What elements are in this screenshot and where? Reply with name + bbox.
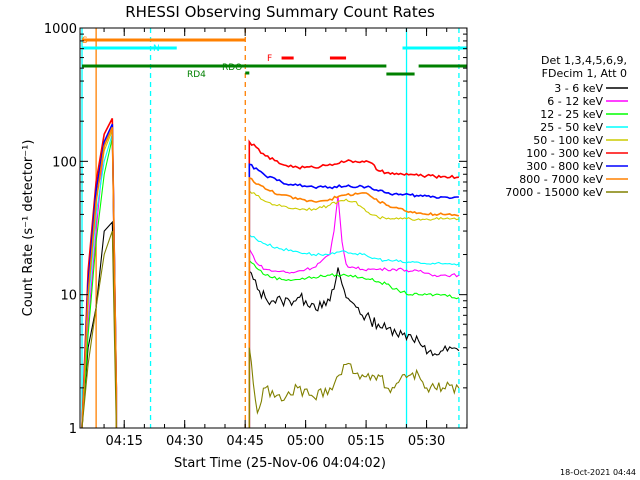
y-tick-label-1: 10 bbox=[60, 289, 77, 304]
legend-label-4: 50 - 100 keV bbox=[533, 134, 603, 147]
legend-label-6: 300 - 800 keV bbox=[526, 160, 603, 173]
x-tick-label-1: 04:30 bbox=[166, 434, 203, 449]
x-tick-label-3: 05:00 bbox=[287, 434, 324, 449]
legend-label-2: 12 - 25 keV bbox=[540, 108, 603, 121]
flag-label-rd4: RD4 bbox=[187, 70, 206, 80]
legend-label-1: 6 - 12 keV bbox=[547, 95, 603, 108]
x-tick-label-5: 05:30 bbox=[408, 434, 445, 449]
series-line-7 bbox=[81, 126, 460, 429]
legend-label-0: 3 - 6 keV bbox=[554, 82, 603, 95]
flag-label-s: S bbox=[82, 36, 88, 46]
plot-data: S N F RDO RD4 bbox=[81, 28, 467, 429]
x-tick-label-4: 05:15 bbox=[347, 434, 384, 449]
x-tick-label-2: 04:45 bbox=[226, 434, 263, 449]
footer-date: 18-Oct-2021 04:44 bbox=[560, 468, 636, 477]
axes: 1 10 100 1000 04:15 04:30 04:45 05:00 05:15 05:30 bbox=[44, 22, 468, 449]
y-axis-label: Count Rate (s⁻¹ detector⁻¹) bbox=[21, 140, 36, 317]
legend-header-1: FDecim 1, Att 0 bbox=[542, 67, 627, 80]
legend: Det 1,3,4,5,6,9,FDecim 1, Att 0 3 - 6 keV… bbox=[505, 54, 628, 199]
plot-frame bbox=[79, 27, 468, 429]
legend-label-7: 800 - 7000 keV bbox=[519, 173, 603, 186]
legend-label-3: 25 - 50 keV bbox=[540, 121, 603, 134]
chart-title: RHESSI Observing Summary Count Rates bbox=[125, 3, 435, 21]
x-axis-label: Start Time (25-Nov-06 04:04:02) bbox=[174, 456, 386, 471]
series-line-8 bbox=[81, 230, 460, 429]
legend-label-5: 100 - 300 keV bbox=[526, 147, 603, 160]
flag-label-n: N bbox=[153, 44, 160, 54]
flag-label-rdo: RDO bbox=[222, 63, 242, 73]
y-tick-label-3: 1000 bbox=[44, 22, 77, 37]
flag-label-f: F bbox=[267, 54, 272, 64]
x-tick-label-0: 04:15 bbox=[105, 434, 142, 449]
legend-label-8: 7000 - 15000 keV bbox=[505, 186, 603, 199]
legend-header-0: Det 1,3,4,5,6,9, bbox=[541, 54, 627, 67]
y-tick-label-2: 100 bbox=[52, 155, 77, 170]
y-tick-label-0: 1 bbox=[69, 422, 77, 437]
